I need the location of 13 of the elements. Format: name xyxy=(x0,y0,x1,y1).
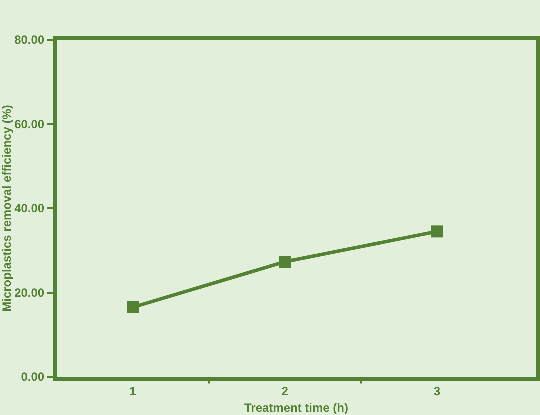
y-tick-label: 40.00 xyxy=(14,202,45,216)
y-tick-label: 80.00 xyxy=(14,33,45,48)
point xyxy=(431,226,444,238)
x-tick-label: 1 xyxy=(130,384,137,398)
x-axis-title: Treatment time (h) xyxy=(244,401,349,415)
y-tick-label: 20.00 xyxy=(14,286,45,300)
y-axis-title: Microplastics removal efficiency (%) xyxy=(0,105,14,312)
y-tick-label: 0.00 xyxy=(21,370,45,384)
x-tick-label: 2 xyxy=(282,384,289,398)
y-tick-label: 60.00 xyxy=(14,117,45,132)
point xyxy=(279,256,292,268)
x-tick-label: 3 xyxy=(434,384,441,398)
point xyxy=(127,301,140,314)
